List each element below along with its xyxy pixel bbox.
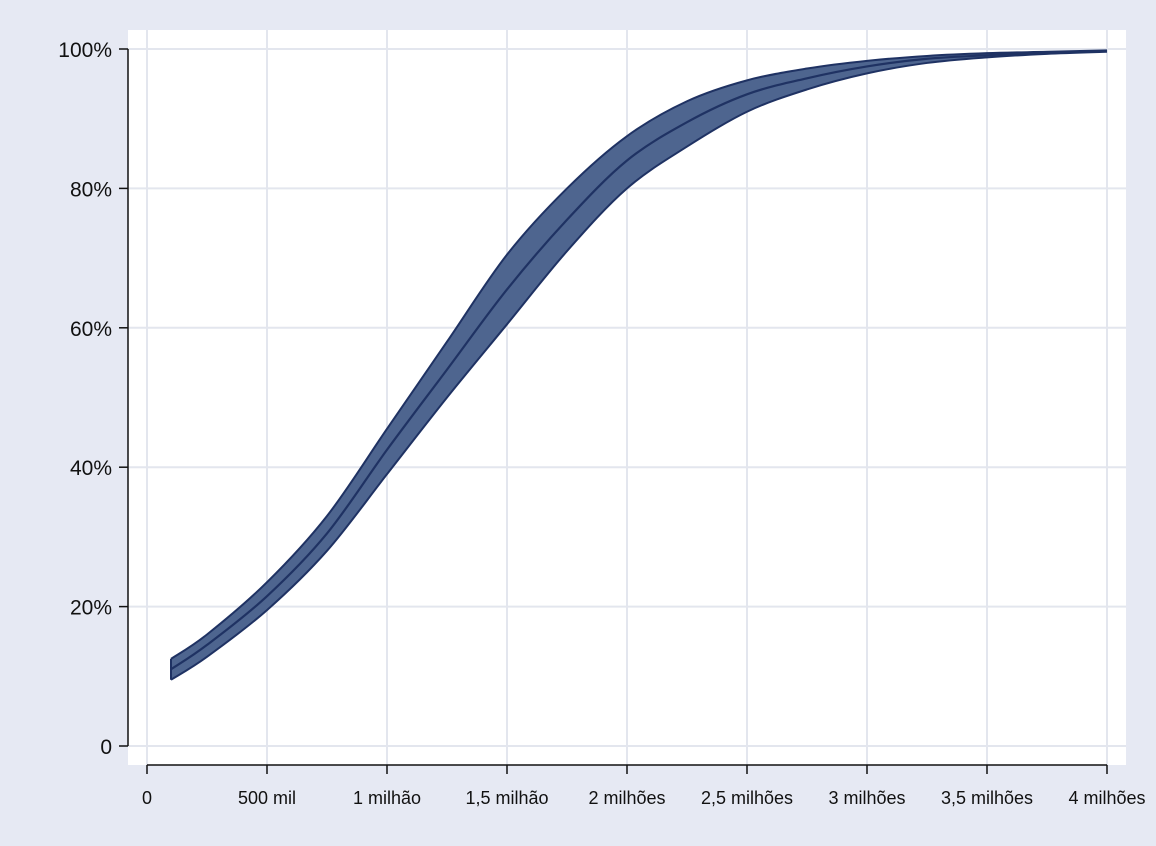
y-tick-label-3: 60%: [70, 318, 112, 341]
x-tick-label-3: 1,5 milhão: [465, 788, 548, 808]
x-tick-label-4: 2 milhões: [588, 788, 665, 808]
point-estimate-line: [170, 49, 1108, 671]
x-tick-label-0: 0: [142, 788, 152, 808]
upper-bound-line: [170, 49, 1108, 660]
x-tick-label-8: 4 milhões: [1068, 788, 1145, 808]
x-tick-label-1: 500 mil: [238, 788, 296, 808]
y-tick-label-2: 40%: [70, 457, 112, 480]
x-tick-label-5: 2,5 milhões: [701, 788, 793, 808]
x-tick-label-7: 3,5 milhões: [941, 788, 1033, 808]
y-tick-label-1: 20%: [70, 597, 112, 620]
lower-bound-line: [170, 50, 1108, 681]
axes: 0 20% 40% 60% 80% 100% 0 500 mil 1 milhão 1,5 mil…: [58, 39, 1145, 808]
y-tick-label-0: 0: [100, 736, 112, 759]
y-tick-label-5: 100%: [58, 39, 112, 62]
x-tick-label-2: 1 milhão: [353, 788, 421, 808]
data-layer: [170, 49, 1108, 681]
y-tick-label-4: 80%: [70, 178, 112, 201]
confidence-band: [171, 50, 1107, 680]
x-tick-label-6: 3 milhões: [828, 788, 905, 808]
